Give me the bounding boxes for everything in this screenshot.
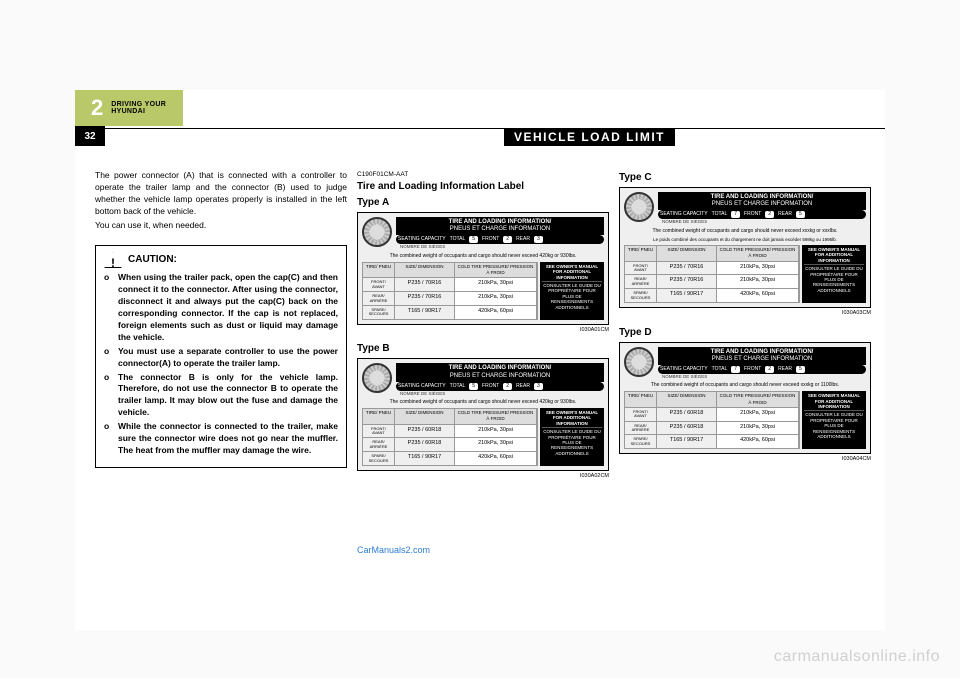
caution-item: oWhile the connector is connected to the… — [104, 421, 338, 457]
caution-item: oYou must use a separate controller to u… — [104, 346, 338, 370]
pressure-table: TIRE/ PNEUSIZE/ DIMENSIONCOLD TIRE PRESS… — [624, 391, 866, 449]
label-header: TIRE AND LOADING INFORMATION/PNEUS ET CH… — [658, 347, 866, 365]
subsection-heading: Tire and Loading Information Label — [357, 180, 609, 194]
see-manual-box: SEE OWNER'S MANUAL FOR ADDITIONAL INFORM… — [802, 245, 866, 303]
tire-label-d: TIRE AND LOADING INFORMATION/PNEUS ET CH… — [619, 342, 871, 455]
seating-fr: NOMBRE DE SIÈGES — [396, 244, 604, 250]
weight-note: The combined weight of occupants and car… — [624, 228, 866, 235]
table-row: REAR/ ARRIÈREP235 / 70R16210kPa, 30psi — [625, 274, 799, 288]
figure-code: I030A02CM — [357, 473, 609, 481]
tire-icon — [624, 347, 654, 377]
column-1: The power connector (A) that is connecte… — [95, 170, 347, 468]
caution-item: oWhen using the trailer pack, open the c… — [104, 272, 338, 343]
tire-label-b: TIRE AND LOADING INFORMATION/PNEUS ET CH… — [357, 358, 609, 471]
type-c-title: Type C — [619, 171, 871, 185]
pressure-table: TIRE/ PNEUSIZE/ DIMENSIONCOLD TIRE PRESS… — [362, 262, 604, 320]
chapter-number: 2 — [91, 95, 103, 121]
see-manual-box: SEE OWNER'S MANUAL FOR ADDITIONAL INFORM… — [802, 391, 866, 449]
caution-title: CAUTION: — [128, 253, 177, 267]
table-row: REAR/ ARRIÈREP235 / 60R18210kPa, 30psi — [363, 437, 537, 451]
tire-icon — [362, 217, 392, 247]
weight-note-fr: Le poids combiné des occupants et du cha… — [624, 237, 866, 243]
table-header: TIRE/ PNEUSIZE/ DIMENSIONCOLD TIRE PRESS… — [625, 392, 799, 407]
manual-page: 2 DRIVING YOUR HYUNDAI 32 VEHICLE LOAD L… — [75, 90, 885, 630]
caution-item: oThe connector B is only for the vehicle… — [104, 372, 338, 420]
chapter-label: DRIVING YOUR HYUNDAI — [111, 101, 183, 115]
see-manual-box: SEE OWNER'S MANUAL FOR ADDITIONAL INFORM… — [540, 408, 604, 466]
label-header: TIRE AND LOADING INFORMATION/PNEUS ET CH… — [396, 363, 604, 381]
tire-label-a: TIRE AND LOADING INFORMATION/ PNEUS ET C… — [357, 212, 609, 325]
label-header: TIRE AND LOADING INFORMATION/ PNEUS ET C… — [396, 217, 604, 235]
header-rule — [105, 128, 885, 129]
warning-triangle-icon: ! — [104, 252, 122, 268]
tire-icon — [362, 363, 392, 393]
see-manual-box: SEE OWNER'S MANUAL FOR ADDITIONAL INFORM… — [540, 262, 604, 320]
figure-code: I030A03CM — [619, 310, 871, 318]
table-row: FRONT/ AVANTP235 / 70R16210kPa, 30psi — [363, 277, 537, 291]
table-row: SPARE/ SECOURST165 / 90R17420kPa, 60psi — [625, 288, 799, 302]
seating-fr: NOMBRE DE SIÈGES — [396, 391, 604, 397]
table-row: FRONT/ AVANTP235 / 60R18210kPa, 30psi — [363, 424, 537, 438]
type-a-title: Type A — [357, 196, 609, 210]
caution-header: ! CAUTION: — [104, 252, 338, 268]
type-b-title: Type B — [357, 342, 609, 356]
label-header: TIRE AND LOADING INFORMATION/PNEUS ET CH… — [658, 192, 866, 210]
table-header: TIRE/ PNEUSIZE/ DIMENSIONCOLD TIRE PRESS… — [363, 263, 537, 278]
seating-capacity: SEATING CAPACITY TOTAL5 FRONT2 REAR3 — [396, 382, 604, 391]
figure-code: I030A04CM — [619, 456, 871, 464]
intro-paragraph-2: You can use it, when needed. — [95, 220, 347, 232]
table-row: REAR/ ARRIÈREP235 / 60R18210kPa, 30psi — [625, 421, 799, 435]
weight-note: The combined weight of occupants and car… — [362, 399, 604, 406]
intro-paragraph: The power connector (A) that is connecte… — [95, 170, 347, 218]
table-row: FRONT/ AVANTP235 / 70R16210kPa, 30psi — [625, 261, 799, 275]
tire-icon — [624, 192, 654, 222]
seating-capacity: SEATING CAPACITY TOTAL7 FRONT2 REAR5 — [658, 365, 866, 374]
table-row: REAR/ ARRIÈREP235 / 70R16210kPa, 30psi — [363, 291, 537, 305]
table-header: TIRE/ PNEUSIZE/ DIMENSIONCOLD TIRE PRESS… — [363, 409, 537, 424]
page-number: 32 — [75, 126, 105, 146]
column-2: C190F01CM-AAT Tire and Loading Informati… — [357, 170, 609, 489]
type-d-title: Type D — [619, 326, 871, 340]
figure-code: I030A01CM — [357, 327, 609, 335]
table-row: FRONT/ AVANTP235 / 60R18210kPa, 30psi — [625, 407, 799, 421]
table-row: SPARE/ SECOURST165 / 90R17420kPa, 60psi — [625, 434, 799, 448]
pressure-table: TIRE/ PNEUSIZE/ DIMENSIONCOLD TIRE PRESS… — [624, 245, 866, 303]
column-3: Type C TIRE AND LOADING INFORMATION/PNEU… — [619, 170, 871, 472]
caution-box: ! CAUTION: oWhen using the trailer pack,… — [95, 245, 347, 467]
caution-list: oWhen using the trailer pack, open the c… — [104, 272, 338, 456]
weight-note: The combined weight of occupants and car… — [362, 253, 604, 260]
weight-note: The combined weight of occupants and car… — [624, 382, 866, 389]
tire-label-c: TIRE AND LOADING INFORMATION/PNEUS ET CH… — [619, 187, 871, 308]
table-header: TIRE/ PNEUSIZE/ DIMENSIONCOLD TIRE PRESS… — [625, 246, 799, 261]
chapter-tab: 2 DRIVING YOUR HYUNDAI — [75, 90, 183, 126]
pressure-table: TIRE/ PNEUSIZE/ DIMENSIONCOLD TIRE PRESS… — [362, 408, 604, 466]
source-link[interactable]: CarManuals2.com — [357, 545, 430, 555]
seating-fr: NOMBRE DE SIÈGES — [658, 219, 866, 225]
table-row: SPARE/ SECOURST165 / 90R17420kPa, 60psi — [363, 305, 537, 319]
footer-watermark: carmanualsonline.info — [774, 648, 940, 666]
table-row: SPARE/ SECOURST165 / 90R17420kPa, 60psi — [363, 451, 537, 465]
section-title: VEHICLE LOAD LIMIT — [504, 128, 675, 146]
subsection-code: C190F01CM-AAT — [357, 170, 609, 179]
seating-fr: NOMBRE DE SIÈGES — [658, 374, 866, 380]
